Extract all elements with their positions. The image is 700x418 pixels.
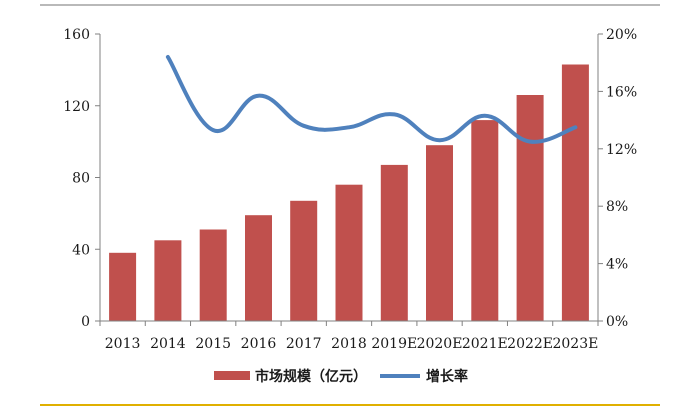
bottom-rule xyxy=(40,404,660,406)
legend-bar-swatch xyxy=(214,371,250,380)
left-tick-label: 0 xyxy=(81,314,90,330)
right-tick-label: 0% xyxy=(606,314,628,330)
bar-2019E xyxy=(380,164,408,321)
bars-layer xyxy=(109,64,589,321)
right-tick-label: 4% xyxy=(606,257,628,273)
growth-rate-line xyxy=(165,55,578,144)
x-tick-label: 2023E xyxy=(552,336,598,352)
bar-2021E xyxy=(471,120,499,321)
bar-2013 xyxy=(109,252,137,321)
bar-2017 xyxy=(290,200,318,321)
x-tick-label: 2020E xyxy=(417,336,463,352)
x-tick-label: 2019E xyxy=(371,336,417,352)
right-tick-label: 12% xyxy=(606,142,637,158)
left-tick-label: 80 xyxy=(72,171,90,187)
right-tick-label: 8% xyxy=(606,199,628,215)
bar-2016 xyxy=(245,215,272,321)
axes-layer xyxy=(95,33,603,326)
bar-2022E xyxy=(516,95,544,321)
x-tick-label: 2014 xyxy=(150,336,186,352)
labels-layer: 0 40 80 120 160 0% 4% 8% 12% 16% 20% 2013 2014 2015 20… xyxy=(63,27,637,352)
legend: 市场规模（亿元） 增长率 xyxy=(214,368,468,385)
x-tick-label: 2018 xyxy=(331,336,367,352)
x-tick-label: 2016 xyxy=(241,336,277,352)
x-tick-label: 2015 xyxy=(195,336,231,352)
x-tick-label: 2013 xyxy=(105,336,141,352)
bar-2023E xyxy=(561,64,589,321)
line-layer xyxy=(165,55,578,144)
legend-bar-label: 市场规模（亿元） xyxy=(255,368,367,385)
top-rule xyxy=(40,4,660,6)
x-tick-label: 2021E xyxy=(462,336,508,352)
bar-2015 xyxy=(199,229,227,321)
x-tick-label: 2017 xyxy=(286,336,322,352)
left-tick-label: 160 xyxy=(63,27,90,43)
bar-2020E xyxy=(426,145,453,321)
legend-line-label: 增长率 xyxy=(426,368,468,385)
right-tick-label: 20% xyxy=(606,27,637,43)
bar-2014 xyxy=(154,240,182,321)
x-tick-label: 2022E xyxy=(507,336,553,352)
right-tick-label: 16% xyxy=(606,84,637,100)
left-tick-label: 40 xyxy=(72,242,90,258)
bar-2018 xyxy=(335,184,363,321)
left-tick-label: 120 xyxy=(63,99,90,115)
